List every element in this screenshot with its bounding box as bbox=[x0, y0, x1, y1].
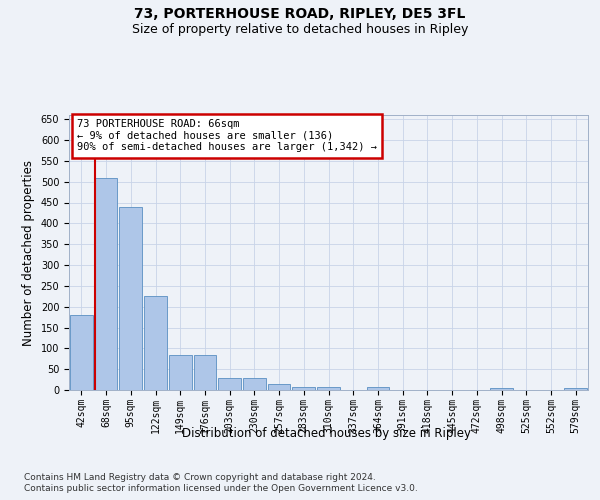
Bar bbox=[194, 356, 216, 390]
Bar bbox=[268, 384, 290, 390]
Text: 73 PORTERHOUSE ROAD: 66sqm
← 9% of detached houses are smaller (136)
90% of semi: 73 PORTERHOUSE ROAD: 66sqm ← 9% of detac… bbox=[77, 119, 377, 152]
Text: Contains HM Land Registry data © Crown copyright and database right 2024.: Contains HM Land Registry data © Crown c… bbox=[24, 472, 376, 482]
Text: 73, PORTERHOUSE ROAD, RIPLEY, DE5 3FL: 73, PORTERHOUSE ROAD, RIPLEY, DE5 3FL bbox=[134, 8, 466, 22]
Bar bbox=[218, 378, 241, 390]
Bar bbox=[119, 206, 142, 390]
Bar bbox=[243, 378, 266, 390]
Bar bbox=[490, 388, 513, 390]
Bar bbox=[95, 178, 118, 390]
Bar bbox=[169, 356, 191, 390]
Bar bbox=[367, 386, 389, 390]
Y-axis label: Number of detached properties: Number of detached properties bbox=[22, 160, 35, 346]
Bar bbox=[292, 386, 315, 390]
Text: Distribution of detached houses by size in Ripley: Distribution of detached houses by size … bbox=[182, 428, 472, 440]
Bar bbox=[317, 386, 340, 390]
Bar bbox=[564, 388, 587, 390]
Text: Contains public sector information licensed under the Open Government Licence v3: Contains public sector information licen… bbox=[24, 484, 418, 493]
Bar bbox=[144, 296, 167, 390]
Text: Size of property relative to detached houses in Ripley: Size of property relative to detached ho… bbox=[132, 22, 468, 36]
Bar bbox=[70, 315, 93, 390]
